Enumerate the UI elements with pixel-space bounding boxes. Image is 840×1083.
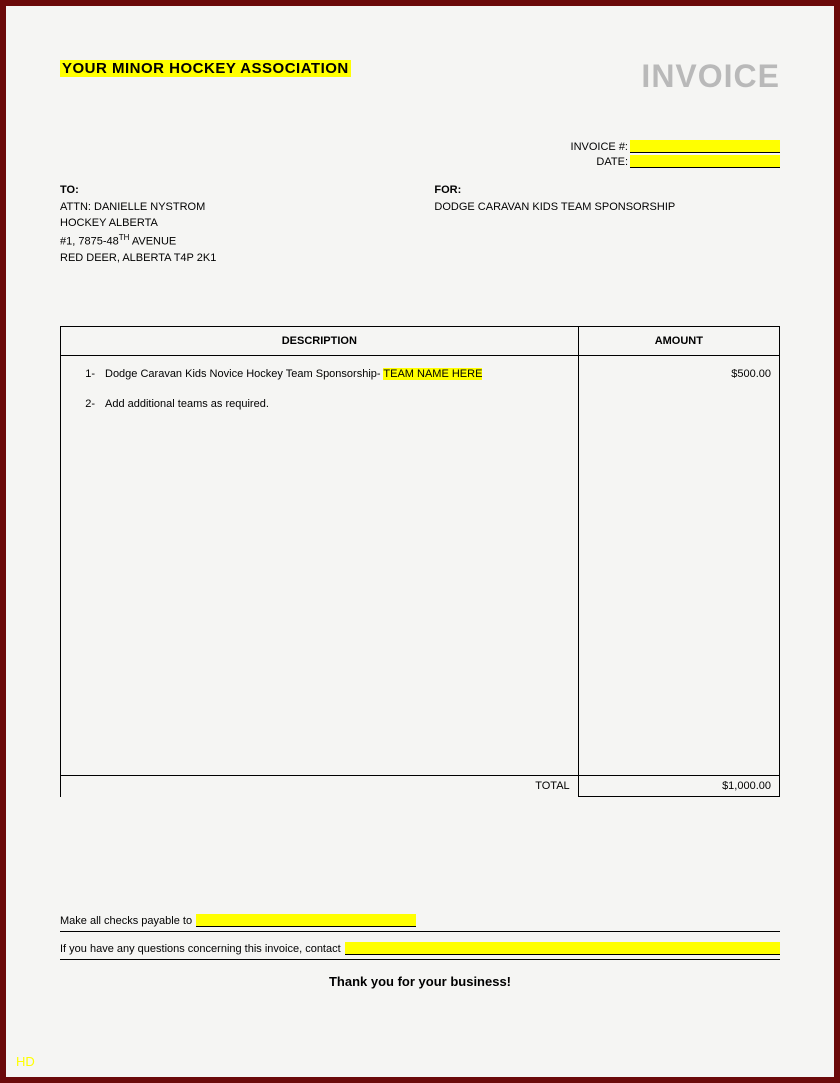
amount-cell: $500.00 (578, 356, 779, 776)
for-label: FOR: (434, 182, 780, 199)
date-field[interactable] (630, 155, 780, 168)
to-line1: ATTN: DANIELLE NYSTROM (60, 199, 434, 216)
to-line3: #1, 7875-48TH AVENUE (60, 232, 434, 250)
watermark: HD (16, 1054, 35, 1069)
line-text-main: Dodge Caravan Kids Novice Hockey Team Sp… (105, 368, 383, 380)
line-amount: $500.00 (587, 368, 771, 380)
payable-field[interactable] (196, 914, 416, 927)
total-amount: $1,000.00 (578, 776, 779, 797)
line-item: 2- Add additional teams as required. (69, 398, 570, 410)
doc-title: INVOICE (641, 60, 780, 92)
questions-text: If you have any questions concerning thi… (60, 943, 341, 955)
to-line3-pre: #1, 7875-48 (60, 235, 119, 247)
payable-text: Make all checks payable to (60, 915, 192, 927)
contact-field[interactable] (345, 942, 780, 955)
line-num: 2- (69, 398, 105, 410)
line-text-highlight: TEAM NAME HERE (383, 368, 482, 380)
to-line3-sup: TH (119, 233, 130, 242)
for-line1: DODGE CARAVAN KIDS TEAM SPONSORSHIP (434, 199, 780, 216)
to-block: TO: ATTN: DANIELLE NYSTROM HOCKEY ALBERT… (60, 182, 434, 266)
to-label: TO: (60, 182, 434, 199)
meta-block: INVOICE #: DATE: (60, 140, 780, 168)
line-item: 1- Dodge Caravan Kids Novice Hockey Team… (69, 368, 570, 380)
document-frame: YOUR MINOR HOCKEY ASSOCIATION INVOICE IN… (0, 0, 840, 1083)
meta-invoice-row: INVOICE #: (60, 140, 780, 153)
to-line3-post: AVENUE (129, 235, 176, 247)
invoice-table-wrap: DESCRIPTION AMOUNT 1- Dodge Caravan Kids… (60, 326, 780, 797)
meta-date-row: DATE: (60, 155, 780, 168)
to-line4: RED DEER, ALBERTA T4P 2K1 (60, 250, 434, 267)
party-row: TO: ATTN: DANIELLE NYSTROM HOCKEY ALBERT… (60, 182, 780, 266)
total-label: TOTAL (61, 776, 579, 797)
thanks-text: Thank you for your business! (60, 974, 780, 989)
line-text: Add additional teams as required. (105, 398, 570, 410)
footer-block: Make all checks payable to If you have a… (60, 914, 780, 989)
date-label: DATE: (596, 156, 628, 168)
invoice-table: DESCRIPTION AMOUNT 1- Dodge Caravan Kids… (60, 326, 780, 797)
payable-line: Make all checks payable to (60, 914, 780, 932)
for-block: FOR: DODGE CARAVAN KIDS TEAM SPONSORSHIP (434, 182, 780, 266)
line-text: Dodge Caravan Kids Novice Hockey Team Sp… (105, 368, 570, 380)
invoice-number-field[interactable] (630, 140, 780, 153)
header-row: YOUR MINOR HOCKEY ASSOCIATION INVOICE (60, 60, 780, 92)
invoice-page: YOUR MINOR HOCKEY ASSOCIATION INVOICE IN… (24, 24, 816, 1059)
col-amount: AMOUNT (578, 327, 779, 356)
to-line2: HOCKEY ALBERTA (60, 215, 434, 232)
org-name: YOUR MINOR HOCKEY ASSOCIATION (60, 60, 351, 77)
col-description: DESCRIPTION (61, 327, 579, 356)
invoice-number-label: INVOICE #: (571, 141, 628, 153)
line-num: 1- (69, 368, 105, 380)
questions-line: If you have any questions concerning thi… (60, 942, 780, 960)
description-cell: 1- Dodge Caravan Kids Novice Hockey Team… (61, 356, 579, 776)
